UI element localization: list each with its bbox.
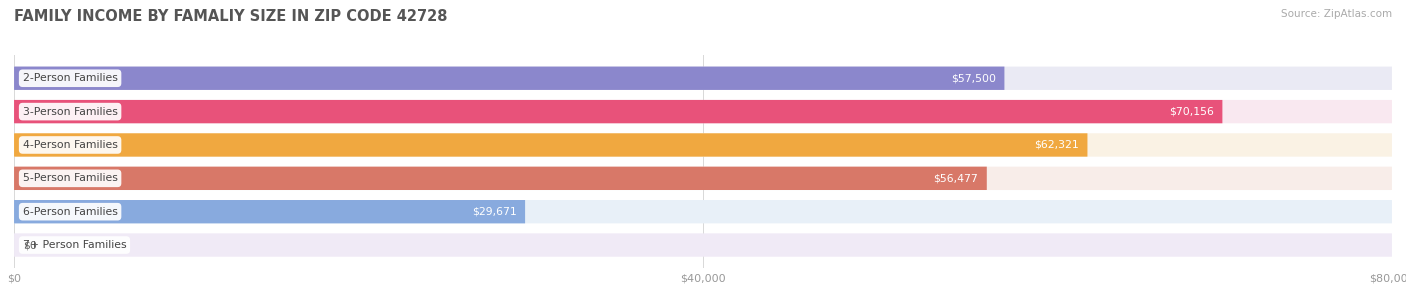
FancyBboxPatch shape (14, 167, 987, 190)
Text: 2-Person Families: 2-Person Families (22, 73, 118, 83)
Text: 5-Person Families: 5-Person Families (22, 173, 118, 183)
Text: FAMILY INCOME BY FAMALIY SIZE IN ZIP CODE 42728: FAMILY INCOME BY FAMALIY SIZE IN ZIP COD… (14, 9, 447, 24)
Text: $56,477: $56,477 (934, 173, 979, 183)
Text: 3-Person Families: 3-Person Families (22, 107, 118, 117)
FancyBboxPatch shape (14, 200, 1392, 223)
FancyBboxPatch shape (14, 233, 1392, 257)
Text: Source: ZipAtlas.com: Source: ZipAtlas.com (1281, 9, 1392, 19)
Text: $29,671: $29,671 (472, 207, 516, 217)
FancyBboxPatch shape (14, 200, 524, 223)
FancyBboxPatch shape (14, 133, 1087, 157)
Text: $57,500: $57,500 (950, 73, 995, 83)
Text: $0: $0 (22, 240, 37, 250)
Text: 4-Person Families: 4-Person Families (22, 140, 118, 150)
FancyBboxPatch shape (14, 133, 1392, 157)
FancyBboxPatch shape (14, 100, 1222, 123)
Text: 6-Person Families: 6-Person Families (22, 207, 118, 217)
Text: $70,156: $70,156 (1168, 107, 1213, 117)
Text: $62,321: $62,321 (1033, 140, 1078, 150)
FancyBboxPatch shape (14, 100, 1392, 123)
FancyBboxPatch shape (14, 66, 1004, 90)
FancyBboxPatch shape (14, 66, 1392, 90)
Text: 7+ Person Families: 7+ Person Families (22, 240, 127, 250)
FancyBboxPatch shape (14, 167, 1392, 190)
